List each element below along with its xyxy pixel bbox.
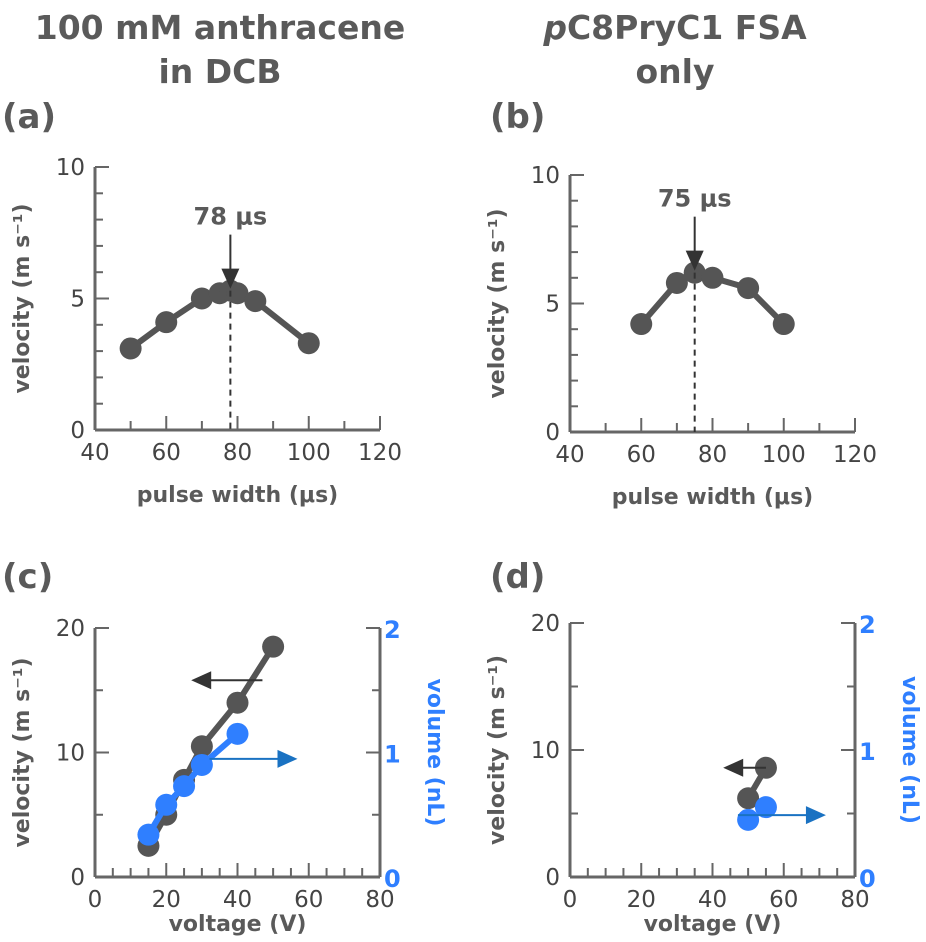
annotation-label: 78 μs [194,203,268,231]
data-point [190,287,213,310]
x-tick-label: 0 [88,887,103,913]
data-point [737,277,760,300]
y2-tick-label: 0 [859,865,876,893]
x-tick-label: 20 [627,887,656,913]
y-axis-label: velocity (m s⁻¹) [10,203,35,393]
x-tick-label: 80 [365,887,394,913]
y-tick-label: 5 [545,292,560,318]
y-tick-label: 20 [56,616,85,642]
y-axis-label: velocity (m s⁻¹) [10,657,35,847]
x-tick-label: 120 [358,440,402,466]
y2-tick-label: 2 [859,611,876,639]
data-point [190,753,213,776]
data-point [226,722,249,745]
x-tick-label: 100 [287,440,331,466]
data-point [119,337,142,360]
data-point [226,282,249,305]
x-tick-label: 60 [627,442,656,468]
column-title-right: pC8PryC1 FSA only [455,6,895,94]
x-axis-label: pulse width (μs) [612,485,813,510]
down-arrow-icon [221,268,240,289]
data-point [190,735,213,758]
column-title-right-line2: only [635,52,715,91]
y-tick-label: 0 [545,420,560,446]
left-arrow-icon [723,758,744,777]
column-title-right-rest: C8PryC1 FSA [566,8,807,47]
y2-axis-label: volume (nL) [422,679,447,827]
y2-tick-label: 1 [859,738,876,766]
data-point [297,332,320,355]
x-tick-label: 60 [769,887,798,913]
panel-label: (a) [2,97,56,137]
y2-tick-label: 2 [384,616,401,644]
column-title-left-line2: in DCB [158,52,282,91]
right-arrow-icon [805,806,826,825]
annotation-label: 75 μs [658,185,732,213]
x-tick-label: 80 [223,440,252,466]
x-tick-label: 120 [833,442,877,468]
y2-tick-label: 1 [384,741,401,769]
y-axis-label: velocity (m s⁻¹) [485,208,510,398]
chart-panel-1: (b) 40 60 80 100 120 0 5 10 pulse width (μs) veloc… [485,97,877,510]
data-point [226,691,249,714]
data-point [737,808,760,831]
x-tick-label: 60 [294,887,323,913]
panel-label: (d) [490,557,545,597]
y-tick-label: 10 [56,741,85,767]
column-title-left: 100 mM anthracene in DCB [0,6,440,94]
right-arrow-icon [277,749,298,768]
data-point [665,271,688,294]
x-tick-label: 80 [698,442,727,468]
x-tick-label: 40 [555,442,584,468]
data-point [262,635,285,658]
x-axis-label: voltage (V) [644,912,782,937]
y-axis-label: velocity (m s⁻¹) [485,655,510,845]
column-title-right-line1: pC8PryC1 FSA [455,6,895,50]
x-tick-label: 100 [762,442,806,468]
x-tick-label: 80 [840,887,869,913]
x-axis-label: pulse width (μs) [137,483,338,508]
y-tick-label: 20 [531,611,560,637]
data-point [244,290,267,313]
chart-panel-0: (a) 40 60 80 100 120 0 5 10 pulse width (μs) veloc… [2,97,402,508]
y-tick-label: 0 [545,865,560,891]
x-tick-label: 40 [80,440,109,466]
y2-tick-label: 0 [384,865,401,893]
y-tick-label: 0 [70,418,85,444]
data-point [772,313,795,336]
x-tick-label: 40 [698,887,727,913]
y-tick-label: 0 [70,865,85,891]
y-tick-label: 10 [531,738,560,764]
y-tick-label: 10 [56,155,85,181]
data-point [701,266,724,289]
column-title-right-italic: p [543,8,567,47]
panel-label: (c) [2,557,53,597]
y-tick-label: 10 [531,163,560,189]
x-tick-label: 0 [563,887,578,913]
data-point [630,313,653,336]
data-point [137,823,160,846]
y-tick-label: 5 [70,287,85,313]
x-tick-label: 60 [152,440,181,466]
left-arrow-icon [191,671,212,690]
down-arrow-icon [685,250,704,271]
panel-label: (b) [490,97,545,137]
data-point [155,311,178,334]
x-axis-label: voltage (V) [169,912,307,937]
x-tick-label: 40 [223,887,252,913]
x-tick-label: 20 [152,887,181,913]
data-point [155,793,178,816]
data-point [754,796,777,819]
data-point [173,775,196,798]
column-title-left-line1: 100 mM anthracene [34,8,406,47]
y2-axis-label: volume (nL) [897,676,922,824]
data-point [737,787,760,810]
